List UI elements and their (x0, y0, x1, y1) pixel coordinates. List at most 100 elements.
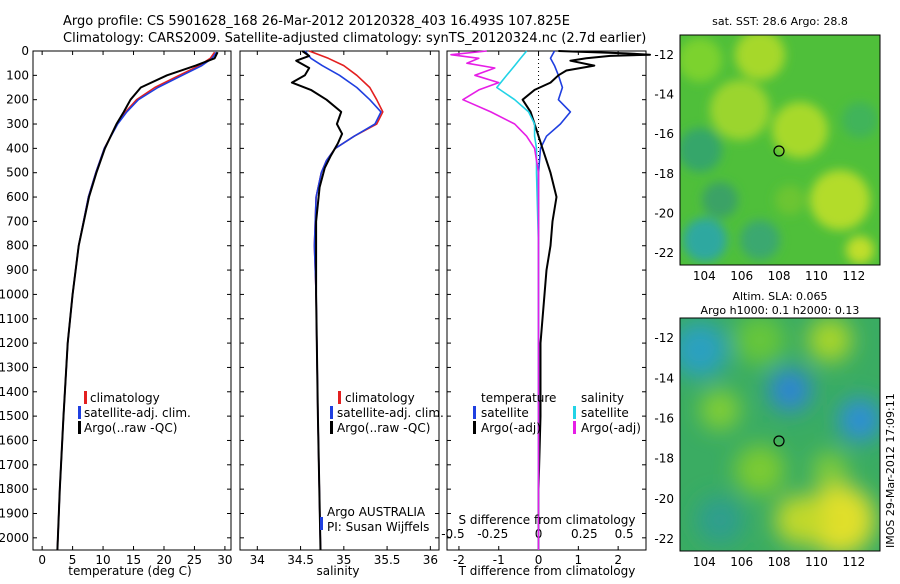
salinity-panel-frame (239, 50, 440, 551)
map-x-tick-label: 106 (730, 555, 753, 569)
x-tick-label: 34.5 (287, 553, 314, 567)
y-tick-label: 600 (6, 190, 29, 204)
x-tick-label: 34 (250, 553, 265, 567)
series-line-salinity-satellite (495, 50, 540, 550)
title-line1: Argo profile: CS 5901628_168 26-Mar-2012… (63, 14, 570, 29)
y-tick-label: 900 (6, 263, 29, 277)
map-x-tick-label: 108 (768, 269, 791, 283)
y-tick-label: 100 (6, 68, 29, 82)
map-x-tick-label: 110 (805, 555, 828, 569)
x-top-tick-label: 0.25 (571, 527, 598, 541)
x-tick-label: 20 (156, 553, 171, 567)
legend-satellite: satellite-adj. clim. (84, 406, 191, 420)
legend-swatch-argo (330, 421, 333, 434)
axes-layer: 0100200300400500600700800900100011001200… (0, 44, 865, 569)
y-tick-label: 1000 (0, 287, 29, 301)
x-tick-label: 1 (575, 553, 583, 567)
salinity-legend: climatology satellite-adj. clim. Argo(..… (320, 391, 444, 534)
x-tick-label: 2 (614, 553, 622, 567)
x-top-tick-label: 0.5 (615, 527, 634, 541)
y-tick-label: 0 (21, 44, 29, 58)
map-y-tick-label: -20 (654, 206, 674, 220)
y-tick-label: 1500 (0, 409, 29, 423)
y-tick-label: 200 (6, 93, 29, 107)
title-line2: Climatology: CARS2009. Satellite-adjuste… (63, 31, 646, 46)
legend-swatch-sal-argo (573, 421, 576, 434)
legend-salinity-head: salinity (581, 391, 624, 405)
map-y-tick-label: -14 (654, 371, 674, 385)
series-line-satellite-adj-clim- (56, 51, 218, 551)
annotation-marker (320, 517, 323, 530)
y-tick-label: 1300 (0, 360, 29, 374)
y-tick-label: 400 (6, 141, 29, 155)
annotation-pi: PI: Susan Wijffels (327, 520, 429, 534)
series-line-argo-raw-qc- (290, 50, 344, 551)
sst-map-title: sat. SST: 28.6 Argo: 28.8 (712, 15, 848, 28)
argo-location-marker (773, 435, 785, 447)
series-line-argo-raw-qc- (56, 51, 219, 551)
temperature-xlabel: temperature (deg C) (68, 564, 191, 578)
y-tick-label: 1200 (0, 336, 29, 350)
x-tick-label: -1 (493, 553, 505, 567)
series-line-climatology (56, 51, 216, 551)
map-x-tick-label: 104 (693, 555, 716, 569)
series-line-satellite-adj-clim- (304, 50, 382, 551)
legend-swatch-temp-argo (473, 421, 476, 434)
series-line-temperature-argo-adj- (521, 50, 651, 550)
y-tick-label: 1900 (0, 506, 29, 520)
legend-swatch-climatology (338, 391, 341, 404)
difference-legend: temperature satellite Argo(-adj) salinit… (473, 391, 641, 435)
y-tick-label: 1700 (0, 458, 29, 472)
x-tick-label: -2 (453, 553, 465, 567)
legend-climatology: climatology (345, 391, 415, 405)
x-tick-label: 0 (38, 553, 46, 567)
legend-climatology: climatology (90, 391, 160, 405)
x-tick-label: 25 (187, 553, 202, 567)
difference-toplabel: S difference from climatology (459, 513, 636, 527)
sla-map (680, 318, 880, 551)
difference-panel-frame (446, 50, 647, 551)
temperature-panel-frame (32, 50, 232, 551)
y-tick-label: 1800 (0, 482, 29, 496)
legend-temp-argo: Argo(-adj) (481, 421, 541, 435)
sla-map-frame (679, 317, 881, 552)
x-tick-label: 5 (69, 553, 77, 567)
map-x-tick-label: 106 (730, 269, 753, 283)
y-tick-label: 1400 (0, 385, 29, 399)
x-top-tick-label: -0.5 (441, 527, 464, 541)
legend-sal-satellite: satellite (581, 406, 629, 420)
sst-map (680, 35, 880, 265)
map-y-tick-label: -12 (654, 331, 674, 345)
legend-sal-argo: Argo(-adj) (581, 421, 641, 435)
map-y-tick-label: -20 (654, 492, 674, 506)
map-y-tick-label: -14 (654, 87, 674, 101)
legend-swatch-satellite (78, 406, 81, 419)
map-x-tick-label: 104 (693, 269, 716, 283)
x-tick-label: 15 (126, 553, 141, 567)
y-tick-label: 1600 (0, 433, 29, 447)
legend-argo: Argo(..raw -QC) (84, 421, 177, 435)
map-x-tick-label: 112 (842, 269, 865, 283)
map-y-tick-label: -22 (654, 532, 674, 546)
legend-satellite: satellite-adj. clim. (337, 406, 444, 420)
difference-xlabel: T difference from climatology (458, 564, 636, 578)
x-tick-label: 35 (336, 553, 351, 567)
annotation-argo-australia: Argo AUSTRALIA (327, 505, 426, 519)
sla-map-title1: Altim. SLA: 0.065 (732, 290, 827, 303)
sla-map-title2: Argo h1000: 0.1 h2000: 0.13 (701, 304, 860, 317)
legend-swatch-satellite (330, 406, 333, 419)
legend-swatch-sal-satellite (573, 406, 576, 419)
x-tick-label: 30 (217, 553, 232, 567)
map-y-tick-label: -12 (654, 48, 674, 62)
x-tick-label: 35.5 (374, 553, 401, 567)
series-layer (56, 50, 651, 551)
salinity-xlabel: salinity (316, 564, 359, 578)
legend-argo: Argo(..raw -QC) (337, 421, 430, 435)
map-y-tick-label: -18 (654, 452, 674, 466)
y-tick-label: 300 (6, 117, 29, 131)
sst-map-frame (679, 34, 881, 266)
y-tick-label: 500 (6, 166, 29, 180)
y-tick-label: 700 (6, 214, 29, 228)
map-y-tick-label: -16 (654, 411, 674, 425)
